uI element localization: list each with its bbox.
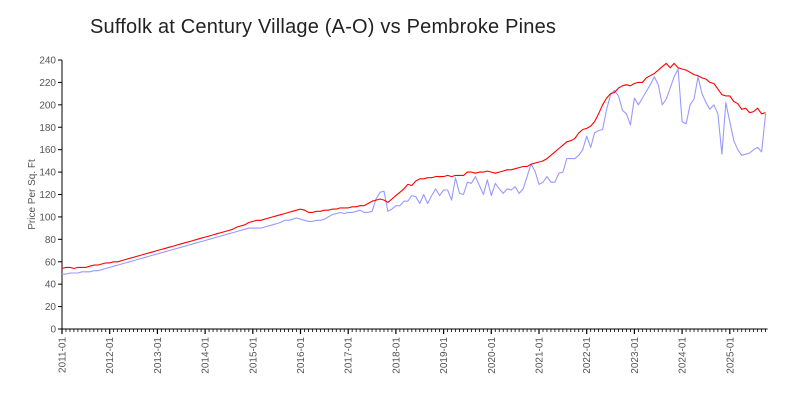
x-tick-label: 2012-01	[105, 337, 116, 374]
series-line-suffolk-at-century-village-a-o	[62, 68, 767, 275]
x-tick-label: 2023-01	[630, 337, 641, 374]
x-tick-label: 2015-01	[248, 337, 259, 374]
y-tick-label: 60	[45, 257, 57, 268]
y-tick-label: 100	[39, 212, 56, 223]
y-tick-label: 120	[39, 190, 56, 201]
x-tick-label: 2013-01	[153, 337, 164, 374]
x-tick-label: 2022-01	[582, 337, 593, 374]
y-tick-label: 160	[39, 145, 56, 156]
y-tick-label: 240	[39, 56, 56, 67]
x-tick-label: 2024-01	[678, 337, 689, 374]
y-tick-label: 180	[39, 123, 56, 134]
x-tick-label: 2020-01	[487, 337, 498, 374]
x-tick-label: 2016-01	[296, 337, 307, 374]
y-tick-label: 200	[39, 100, 56, 111]
y-axis-label: Price Per Sq. Ft	[27, 159, 38, 230]
y-tick-label: 220	[39, 78, 56, 89]
x-tick-label: 2018-01	[391, 337, 402, 374]
x-tick-label: 2017-01	[344, 337, 355, 374]
y-tick-label: 0	[50, 325, 56, 336]
y-tick-label: 20	[45, 302, 57, 313]
x-tick-label: 2014-01	[201, 337, 212, 374]
x-tick-label: 2021-01	[535, 337, 546, 374]
x-tick-label: 2011-01	[58, 337, 69, 373]
series-line-pembroke-pines	[61, 62, 766, 270]
y-tick-label: 80	[45, 235, 57, 246]
y-tick-label: 140	[39, 168, 56, 179]
x-tick-label: 2025-01	[725, 337, 736, 374]
chart-title: Suffolk at Century Village (A-O) vs Pemb…	[90, 16, 557, 38]
y-tick-label: 40	[45, 280, 57, 291]
x-tick-label: 2019-01	[439, 337, 450, 374]
